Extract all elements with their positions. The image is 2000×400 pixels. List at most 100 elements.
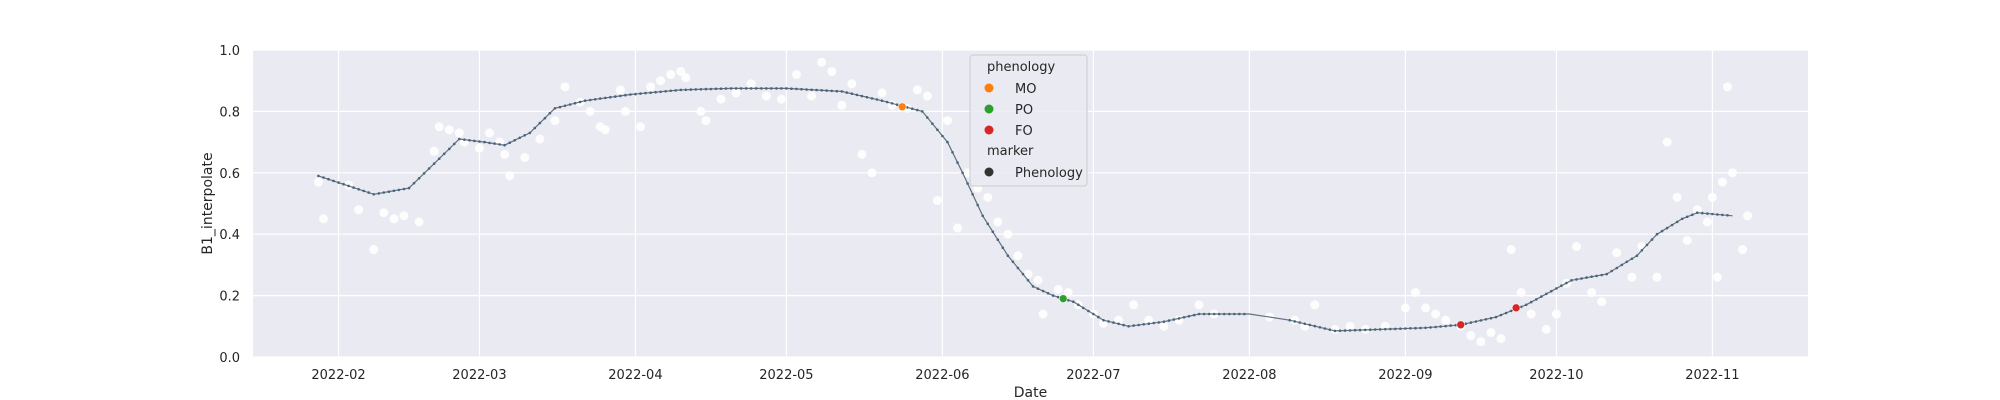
curve-point	[442, 152, 446, 156]
curve-point	[981, 214, 984, 218]
curve-point	[1238, 312, 1241, 316]
curve-point	[986, 222, 989, 226]
observed-point	[1486, 327, 1496, 337]
observed-point	[1023, 269, 1033, 279]
curve-point	[1137, 323, 1140, 327]
y-axis-ticks: 0.0 0.2 0.4 0.6 0.8 1.0	[219, 44, 240, 366]
observed-point	[1662, 137, 1672, 147]
curve-point	[448, 147, 451, 151]
legend-hue-title: phenology	[987, 60, 1055, 75]
observed-point	[847, 79, 857, 89]
curve-point	[337, 181, 340, 184]
observed-point	[746, 79, 756, 89]
curve-point	[629, 93, 632, 96]
curve-point	[850, 92, 854, 95]
curve-point	[458, 137, 461, 141]
curve-point	[387, 190, 391, 193]
curve-point	[483, 140, 486, 144]
curve-point	[1313, 324, 1317, 328]
curve-point	[322, 176, 325, 179]
curve-point	[1610, 269, 1613, 273]
observed-point	[1597, 297, 1607, 307]
curve-point	[895, 103, 899, 106]
curve-point	[583, 99, 587, 102]
curve-point	[518, 136, 521, 140]
curve-point	[1655, 232, 1659, 236]
curve-point	[1117, 322, 1120, 326]
observed-point	[1466, 331, 1476, 341]
curve-point	[1545, 292, 1548, 296]
observed-point	[1431, 309, 1441, 319]
curve-point	[644, 91, 647, 95]
x-tick-label: 2022-06	[915, 368, 969, 383]
curve-point	[991, 230, 995, 233]
curve-point	[1444, 324, 1447, 328]
observed-point	[1722, 82, 1732, 92]
observed-point	[1159, 321, 1169, 331]
observed-point	[585, 106, 595, 116]
observed-point	[1038, 309, 1048, 319]
curve-point	[558, 105, 562, 109]
curve-point	[437, 157, 441, 160]
observed-point	[1541, 324, 1551, 334]
curve-point	[966, 182, 969, 185]
curve-point	[1434, 325, 1437, 329]
x-tick-label: 2022-11	[1685, 368, 1739, 383]
legend-marker-mo	[984, 83, 994, 93]
observed-point	[867, 168, 877, 178]
observed-point	[1496, 334, 1506, 344]
curve-point	[1358, 328, 1362, 332]
curve-point	[397, 188, 401, 192]
curve-point	[624, 93, 627, 97]
curve-point	[528, 131, 532, 135]
curve-point	[1368, 328, 1372, 332]
curve-point	[845, 91, 849, 94]
curve-point	[1399, 327, 1402, 331]
x-tick-label: 2022-02	[311, 368, 365, 383]
curve-point	[795, 87, 798, 91]
curve-point	[1479, 319, 1483, 322]
curve-point	[1630, 257, 1634, 261]
curve-point	[1293, 320, 1296, 323]
observed-point	[1672, 192, 1682, 202]
observed-point	[1063, 288, 1073, 298]
observed-point	[953, 223, 963, 233]
curve-point	[810, 88, 813, 92]
curve-point	[709, 87, 713, 91]
curve-point	[463, 138, 466, 141]
x-tick-label: 2022-03	[452, 368, 506, 383]
curve-point	[905, 106, 909, 109]
curve-point	[785, 87, 788, 90]
curve-point	[926, 116, 929, 119]
curve-point	[1177, 317, 1181, 320]
observed-point	[354, 205, 364, 215]
curve-point	[402, 187, 406, 191]
curve-point	[1142, 323, 1145, 326]
curve-point	[1107, 320, 1110, 323]
curve-point	[1404, 327, 1407, 330]
legend-label-po: PO	[1015, 103, 1033, 118]
phenology-point-po	[1058, 294, 1068, 303]
observed-point	[1682, 235, 1692, 245]
observed-point	[1652, 272, 1662, 282]
phenology-point-fo	[1511, 303, 1521, 313]
observed-point	[560, 82, 570, 92]
observed-point	[1702, 217, 1712, 227]
curve-point	[342, 182, 345, 186]
observed-point	[474, 143, 484, 153]
curve-point	[654, 90, 657, 94]
curve-point	[739, 87, 743, 90]
curve-point	[614, 95, 617, 98]
observed-point	[807, 91, 817, 101]
observed-point	[1743, 211, 1753, 221]
legend-marker-phenology	[984, 167, 994, 177]
curve-point	[362, 189, 366, 193]
curve-point	[604, 96, 607, 100]
observed-point	[701, 116, 711, 126]
curve-point	[327, 177, 330, 181]
observed-point	[1506, 245, 1516, 255]
curve-point	[1540, 295, 1543, 298]
curve-point	[1343, 329, 1347, 332]
observed-point	[922, 91, 932, 101]
curve-point	[1157, 321, 1161, 324]
